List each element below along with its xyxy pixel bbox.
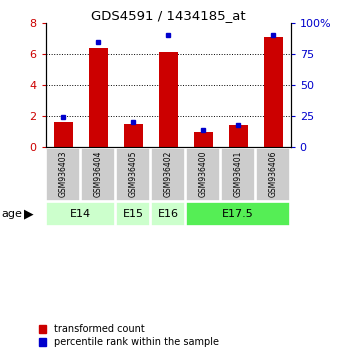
FancyBboxPatch shape — [46, 202, 115, 226]
Text: GSM936403: GSM936403 — [58, 150, 68, 196]
FancyBboxPatch shape — [151, 148, 185, 201]
FancyBboxPatch shape — [151, 202, 185, 226]
Text: GSM936405: GSM936405 — [129, 150, 138, 196]
Text: E14: E14 — [70, 209, 91, 219]
Bar — [159, 52, 178, 147]
Text: GSM936401: GSM936401 — [234, 150, 243, 196]
Title: GDS4591 / 1434185_at: GDS4591 / 1434185_at — [91, 9, 245, 22]
Bar — [228, 125, 248, 147]
Bar — [123, 124, 143, 147]
Text: GSM936404: GSM936404 — [94, 150, 103, 196]
FancyBboxPatch shape — [186, 202, 290, 226]
FancyBboxPatch shape — [186, 148, 220, 201]
Bar — [53, 122, 73, 147]
FancyBboxPatch shape — [116, 148, 150, 201]
Text: age: age — [2, 209, 23, 219]
FancyBboxPatch shape — [46, 148, 80, 201]
Text: GSM936402: GSM936402 — [164, 150, 173, 196]
FancyBboxPatch shape — [256, 148, 290, 201]
Text: GSM936406: GSM936406 — [269, 150, 278, 196]
Bar — [264, 37, 283, 147]
Bar — [194, 132, 213, 147]
Text: E15: E15 — [123, 209, 144, 219]
FancyBboxPatch shape — [81, 148, 115, 201]
FancyBboxPatch shape — [116, 202, 150, 226]
Text: E17.5: E17.5 — [222, 209, 254, 219]
Text: ▶: ▶ — [24, 208, 34, 221]
Legend: transformed count, percentile rank within the sample: transformed count, percentile rank withi… — [39, 325, 219, 347]
Text: GSM936400: GSM936400 — [199, 150, 208, 196]
Bar — [89, 48, 108, 147]
Text: E16: E16 — [158, 209, 179, 219]
FancyBboxPatch shape — [221, 148, 255, 201]
